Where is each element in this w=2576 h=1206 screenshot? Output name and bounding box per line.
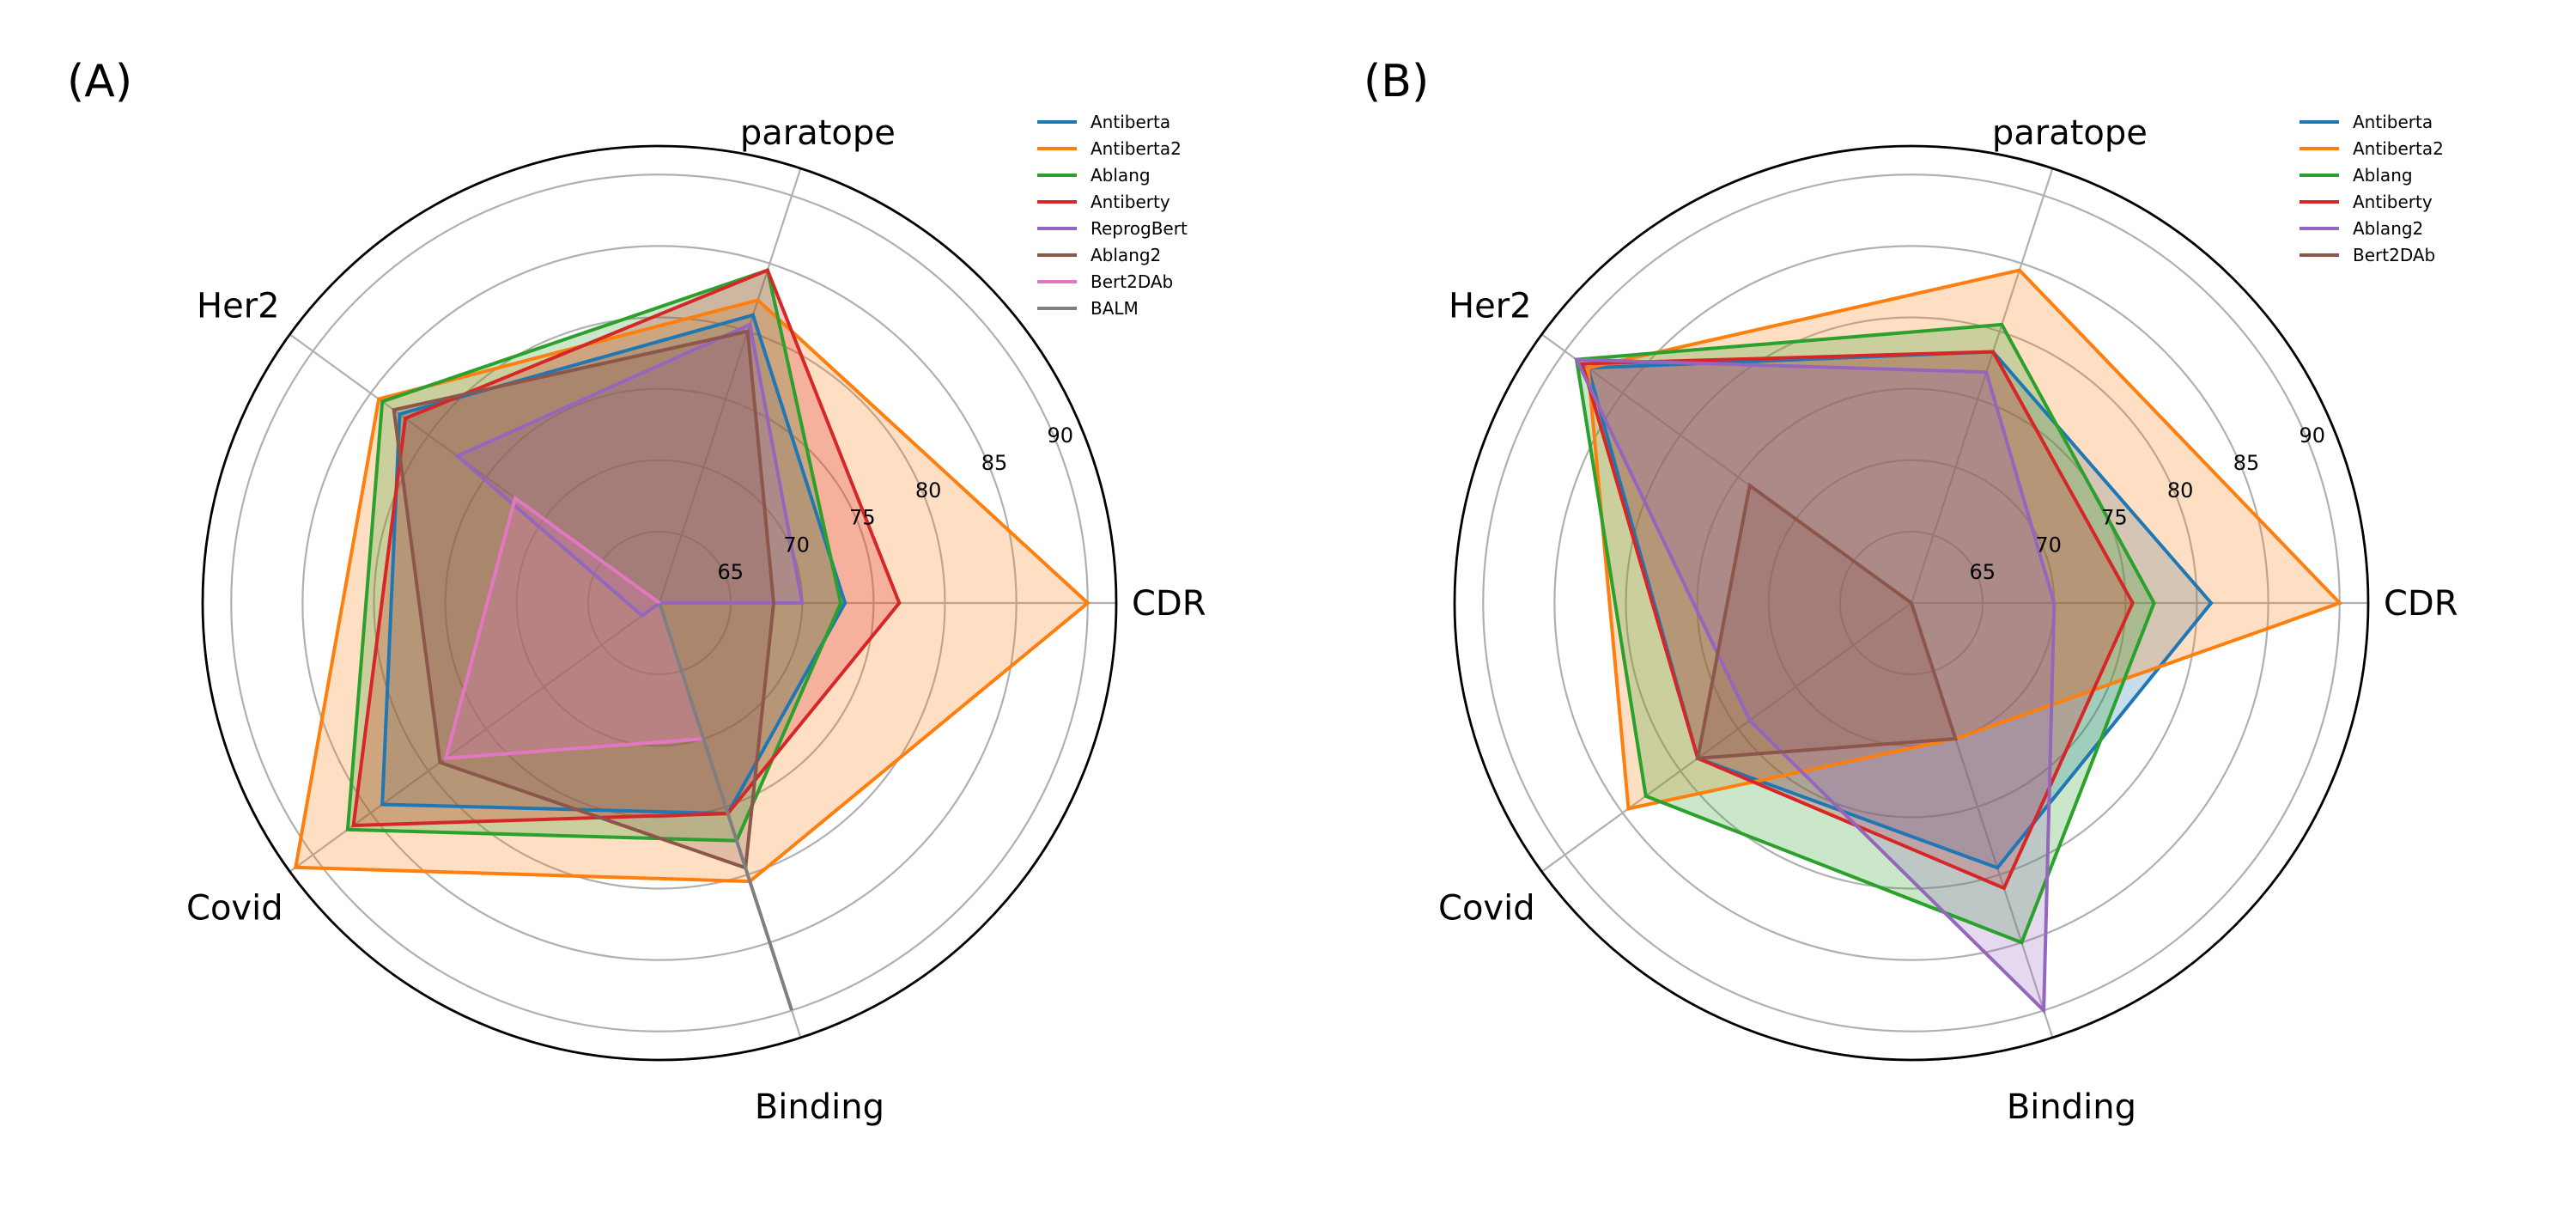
radial-tick-label: 80 — [915, 478, 942, 502]
axis-label-paratope: paratope — [1992, 113, 2148, 153]
radial-tick-label: 85 — [981, 451, 1008, 475]
series-line-ablang2 — [392, 329, 776, 871]
series-line-antiberta2 — [293, 298, 1091, 884]
radial-tick-label: 70 — [2035, 533, 2062, 557]
series-fill-antiberty — [1582, 351, 2133, 888]
legend-label-antiberty: Antiberty — [2353, 192, 2433, 212]
axis-label-covid: Covid — [186, 889, 283, 929]
series-line-antiberta2 — [1586, 268, 2343, 811]
radial-tick-label: 75 — [2101, 506, 2128, 530]
series-fill-antiberty — [353, 270, 900, 826]
series-fill-bert2dab — [446, 497, 704, 758]
axis-label-her2: Her2 — [197, 286, 280, 326]
legend-label-ablang2: Ablang2 — [2353, 218, 2423, 239]
series-fill-bert2dab — [1698, 485, 1956, 758]
outer-frame — [1453, 144, 2370, 1062]
radar-panel-a: 65 70 75 80 85 90 CDR paratope Her2 Covid Binding (… — [67, 56, 1206, 1127]
spoke-covid — [1540, 602, 1912, 873]
panel-label: (A) — [67, 56, 132, 107]
axis-label-paratope: paratope — [740, 113, 896, 153]
radial-tick-label: 75 — [849, 506, 876, 530]
radar-panel-b: 65 70 75 80 85 90 CDR paratope Her2 Covid Binding (… — [1364, 56, 2458, 1127]
legend-label-bert2dab: Bert2DAb — [1091, 271, 1173, 292]
radial-tick-label: 85 — [2233, 451, 2260, 475]
panel-label: (B) — [1364, 56, 1429, 107]
legend-label-ablang: Ablang — [1091, 165, 1151, 186]
spoke-paratope — [1910, 168, 2054, 604]
series-line-antiberta — [380, 313, 848, 816]
legend-label-ablang2: Ablang2 — [1091, 245, 1161, 265]
legend-label-antiberta: Antiberta — [2353, 112, 2433, 132]
legend-label-antiberta: Antiberta — [1091, 112, 1170, 132]
legend-label-bert2dab: Bert2DAb — [2353, 245, 2435, 265]
axis-label-binding: Binding — [755, 1087, 884, 1127]
legend-label-ablang: Ablang — [2353, 165, 2413, 186]
radial-tick-label: 65 — [1970, 560, 1996, 584]
radial-tick-label: 65 — [718, 560, 744, 584]
series-fill-ablang2 — [393, 331, 774, 868]
radial-tick-label: 80 — [2167, 478, 2194, 502]
series-fill-ablang2 — [1577, 359, 2055, 1011]
series-fill-antiberta — [1588, 351, 2212, 868]
axis-label-covid: Covid — [1438, 889, 1535, 929]
spoke-covid — [289, 602, 660, 873]
legend-label-reprogbert: ReprogBert — [1091, 218, 1188, 239]
series-line-antiberty — [1580, 350, 2135, 891]
legend-label-antiberty: Antiberty — [1091, 192, 1170, 212]
axis-label-cdr: CDR — [1132, 584, 1206, 624]
outer-frame — [201, 144, 1118, 1062]
legend-label-antiberta2: Antiberta2 — [1091, 138, 1182, 159]
series-line-balm — [658, 602, 794, 1011]
series-line-ablang — [1574, 322, 2156, 945]
series-fill-antiberta2 — [295, 300, 1088, 882]
radial-tick-label: 70 — [783, 533, 810, 557]
series-line-reprogbert — [453, 322, 805, 618]
radial-tick-label: 90 — [2300, 423, 2326, 448]
series-line-ablang2 — [1573, 357, 2057, 1014]
spoke-paratope — [658, 168, 802, 604]
series-fill-reprogbert — [457, 324, 803, 616]
radial-tick-label: 90 — [1048, 423, 1074, 448]
axis-label-binding: Binding — [2007, 1087, 2136, 1127]
legend-label-balm: BALM — [1091, 298, 1139, 319]
series-line-bert2dab — [1695, 482, 1959, 760]
series-fill-antiberta2 — [1588, 270, 2340, 809]
axis-label-cdr: CDR — [2384, 584, 2458, 624]
axis-label-her2: Her2 — [1449, 286, 1532, 326]
legend-label-antiberta2: Antiberta2 — [2353, 138, 2444, 159]
